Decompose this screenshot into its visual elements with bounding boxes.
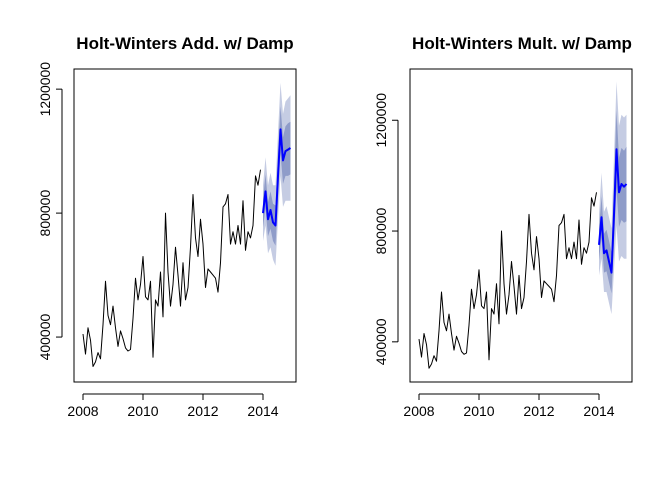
- series-line-forecast: [598, 148, 628, 274]
- y-tick-label: 1200000: [37, 62, 53, 117]
- y-tick-label: 800000: [37, 190, 53, 237]
- y-tick-label: 800000: [373, 207, 389, 254]
- series-line-observed: [418, 192, 597, 369]
- plot-frame: [409, 68, 633, 383]
- panel-holt-winters-additive: Holt-Winters Add. w/ Damp 2008 2010 2012 20…: [37, 34, 297, 419]
- y-tick-label: 1200000: [373, 93, 389, 148]
- x-tick-label: 2014: [583, 403, 614, 419]
- plot-frame: [73, 68, 297, 383]
- panel-holt-winters-multiplicative: Holt-Winters Mult. w/ Damp 2008 2010 2012 2…: [373, 34, 633, 419]
- chart-title: Holt-Winters Mult. w/ Damp: [412, 34, 632, 53]
- series-line-forecast: [262, 128, 292, 227]
- x-tick-label: 2014: [247, 403, 278, 419]
- x-tick-label: 2008: [67, 403, 98, 419]
- prediction-interval-band: [599, 110, 627, 294]
- x-tick-label: 2012: [187, 403, 218, 419]
- series-line-observed: [82, 169, 261, 367]
- y-tick-label: 400000: [37, 313, 53, 360]
- x-tick-label: 2010: [463, 403, 494, 419]
- x-tick-label: 2008: [403, 403, 434, 419]
- y-tick-label: 400000: [373, 318, 389, 365]
- x-tick-label: 2012: [523, 403, 554, 419]
- chart-title: Holt-Winters Add. w/ Damp: [76, 34, 293, 53]
- x-tick-label: 2010: [127, 403, 158, 419]
